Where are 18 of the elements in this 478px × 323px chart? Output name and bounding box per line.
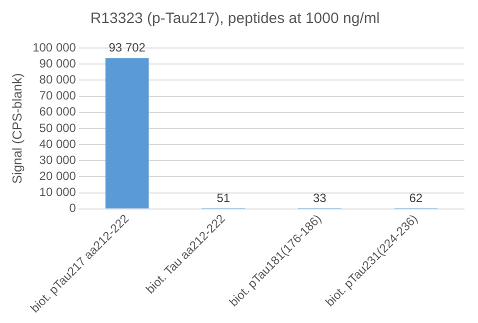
data-label: 33 xyxy=(312,191,327,206)
y-tick-label: 80 000 xyxy=(39,72,76,86)
y-tick-label: 50 000 xyxy=(39,120,76,135)
data-label: 51 xyxy=(216,191,230,206)
bar xyxy=(105,58,149,208)
y-tick-label: 40 000 xyxy=(39,136,76,151)
y-tick-label: 100 000 xyxy=(32,40,76,54)
y-tick-label: 10 000 xyxy=(39,185,76,200)
y-axis-title: Signal (CPS-blank) xyxy=(9,73,24,184)
data-label: 93 702 xyxy=(108,40,146,54)
y-tick-label: 0 xyxy=(69,201,76,216)
y-tick-label: 90 000 xyxy=(39,56,76,70)
y-tick-label: 30 000 xyxy=(39,152,76,167)
y-tick-label: 70 000 xyxy=(39,88,76,103)
chart-title: R13323 (p-Tau217), peptides at 1000 ng/ml xyxy=(90,10,380,28)
y-tick-label: 60 000 xyxy=(39,104,76,119)
data-label: 62 xyxy=(409,191,423,206)
y-tick-label: 20 000 xyxy=(39,169,76,184)
